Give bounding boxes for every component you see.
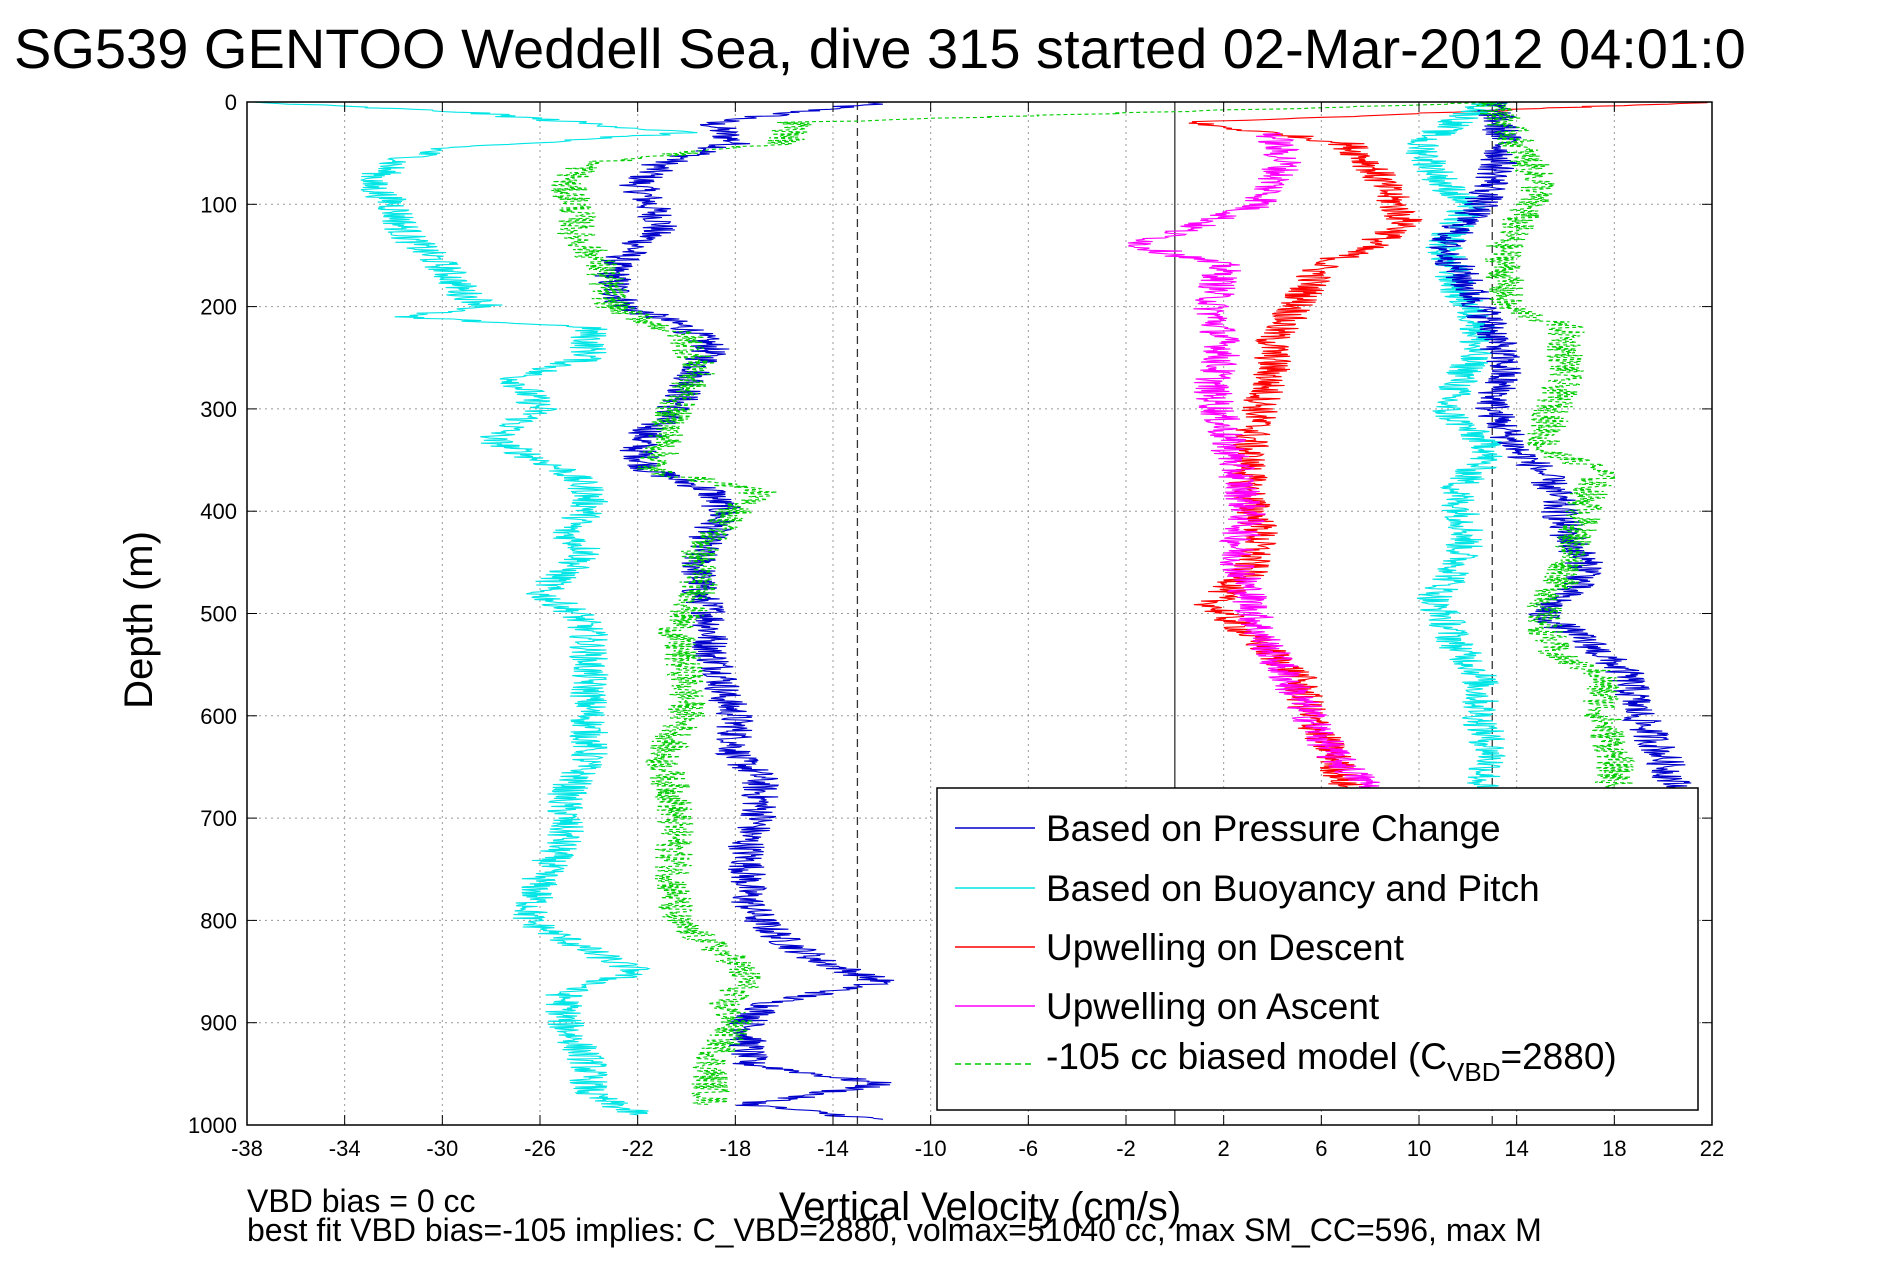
x-tick-label: -38 <box>231 1136 263 1161</box>
series-line-5 <box>1405 101 1508 788</box>
legend-label-buoyancy: Based on Buoyancy and Pitch <box>1046 868 1540 909</box>
x-tick-label: 18 <box>1602 1136 1626 1161</box>
legend: Based on Pressure Change Based on Buoyan… <box>936 787 1699 1111</box>
y-tick-label: 1000 <box>188 1113 237 1138</box>
series-lines <box>253 101 1708 1121</box>
legend-model-suffix: =2880) <box>1501 1036 1617 1077</box>
y-tick-label: 600 <box>200 704 237 729</box>
x-tick-label: 14 <box>1504 1136 1528 1161</box>
x-tick-label: 22 <box>1700 1136 1724 1161</box>
x-tick-label: -30 <box>426 1136 458 1161</box>
y-tick-label: 700 <box>200 806 237 831</box>
legend-label-ascent: Upwelling on Ascent <box>1046 986 1380 1027</box>
x-tick-label: -26 <box>524 1136 556 1161</box>
x-axis-label: Vertical Velocity (cm/s) <box>779 1185 1181 1229</box>
series-line-3 <box>1127 132 1380 788</box>
x-tick-label: -2 <box>1116 1136 1136 1161</box>
x-tick-label: 6 <box>1315 1136 1327 1161</box>
legend-label-pressure: Based on Pressure Change <box>1046 808 1501 849</box>
y-tick-label: 0 <box>225 90 237 115</box>
y-tick-label: 500 <box>200 602 237 627</box>
series-line-7 <box>1472 101 1636 788</box>
footer-line-1: VBD bias = 0 cc <box>247 1183 476 1219</box>
legend-label-model: -105 cc biased model (CVBD=2880) <box>1046 1036 1617 1087</box>
y-tick-label: 800 <box>200 908 237 933</box>
legend-label-descent: Upwelling on Descent <box>1046 927 1405 968</box>
y-tick-label: 400 <box>200 499 237 524</box>
x-tick-label: -14 <box>817 1136 849 1161</box>
x-tick-label: 10 <box>1407 1136 1431 1161</box>
legend-box <box>936 787 1699 1111</box>
x-tick-label: -6 <box>1019 1136 1039 1161</box>
chart-title: SG539 GENTOO Weddell Sea, dive 315 start… <box>14 17 1746 80</box>
series-line-4 <box>550 101 1525 1106</box>
y-tick-label: 100 <box>200 192 237 217</box>
x-tick-label: -18 <box>719 1136 751 1161</box>
legend-model-prefix: -105 cc biased model (C <box>1046 1036 1447 1077</box>
series-line-6 <box>1428 101 1692 788</box>
y-tick-label: 200 <box>200 295 237 320</box>
y-tick-label: 300 <box>200 397 237 422</box>
footer-line-2: best fit VBD bias=-105 implies: C_VBD=28… <box>247 1212 1542 1248</box>
series-line-0 <box>594 101 895 1121</box>
series-line-1 <box>253 101 698 1116</box>
y-axis-label: Depth (m) <box>117 531 161 709</box>
x-tick-label: -34 <box>329 1136 361 1161</box>
x-tick-label: -10 <box>915 1136 947 1161</box>
y-tick-label: 900 <box>200 1011 237 1036</box>
x-axis-ticks: -38 -34 -30 -26 -22 -18 -14 -10 -6 -2 2 6 10 14 18 22 <box>231 102 1724 1161</box>
x-tick-label: -22 <box>622 1136 654 1161</box>
x-tick-label: 2 <box>1218 1136 1230 1161</box>
legend-model-sub: VBD <box>1447 1057 1500 1087</box>
y-axis-ticks: 0 100 200 300 400 500 600 700 800 900 1000 <box>188 90 1712 1138</box>
